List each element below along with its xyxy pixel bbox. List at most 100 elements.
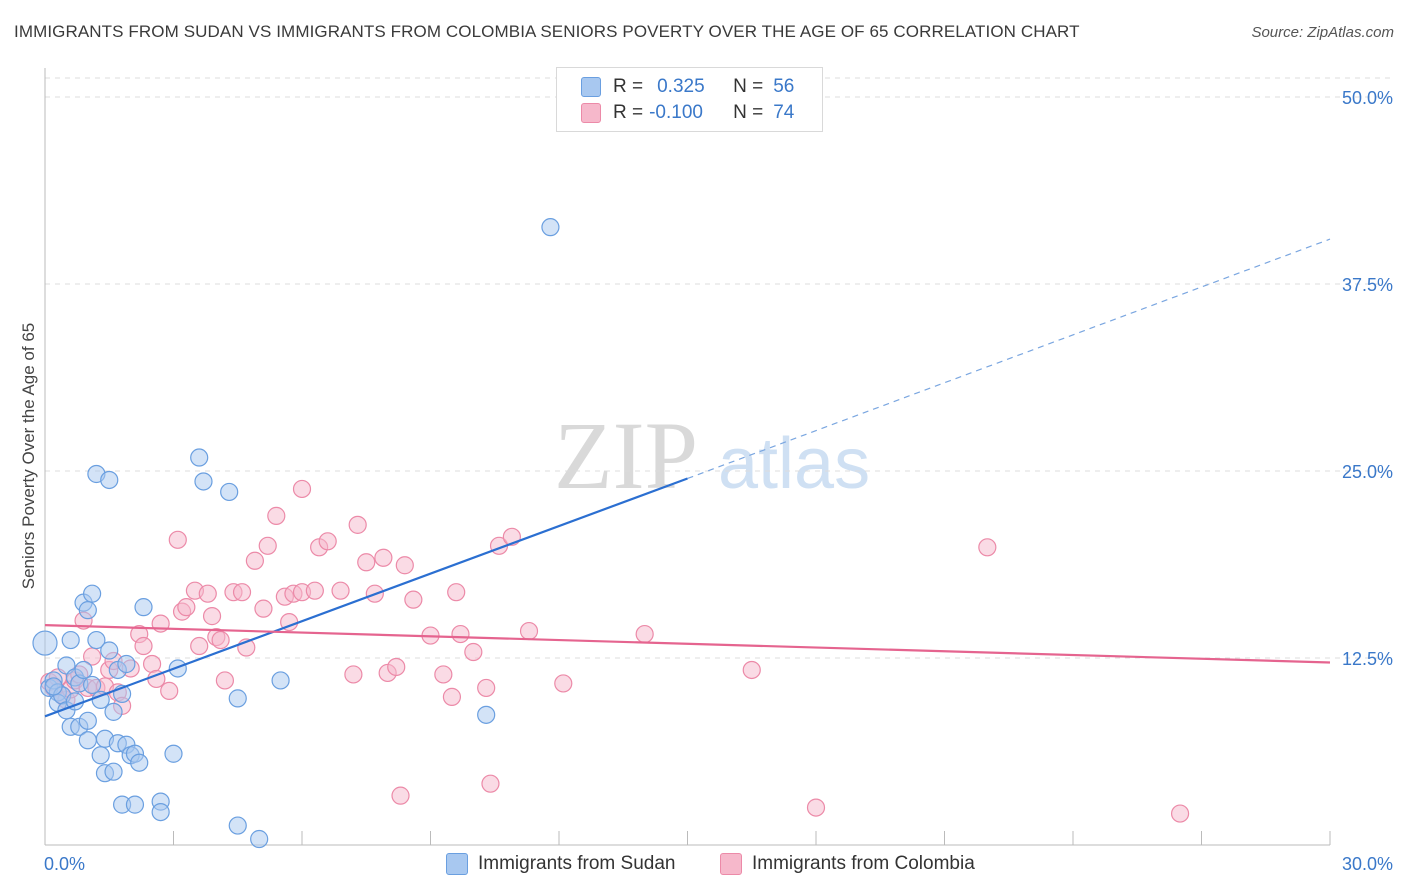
data-point-sudan: [100, 641, 119, 660]
data-point-sudan: [78, 711, 97, 730]
data-point-sudan: [168, 659, 187, 678]
data-point-sudan: [134, 598, 153, 617]
data-point-colombia: [434, 665, 453, 684]
y-axis-label: Seniors Poverty Over the Age of 65: [19, 323, 38, 589]
legend-row-colombia: R = -0.100 N = 74: [581, 101, 794, 125]
data-point-sudan: [125, 795, 145, 814]
data-point-colombia: [198, 584, 217, 603]
data-point-colombia: [806, 798, 826, 817]
data-point-colombia: [464, 642, 483, 662]
correlation-legend: R = 0.325 N = 56 R = -0.100 N = 74: [556, 67, 823, 132]
trend-line-sudan-extension: [687, 238, 1331, 480]
watermark-atlas: atlas: [718, 424, 870, 504]
bottom-legend-sudan[interactable]: Immigrants from Sudan: [446, 852, 675, 876]
data-point-sudan: [250, 829, 269, 849]
data-point-colombia: [344, 665, 363, 684]
data-point-colombia: [519, 621, 539, 641]
data-point-sudan: [164, 744, 183, 763]
data-point-sudan: [271, 671, 290, 690]
trend-line-sudan: [44, 477, 688, 718]
data-point-colombia: [142, 654, 162, 674]
data-point-sudan: [74, 660, 93, 680]
data-point-colombia: [374, 548, 393, 567]
legend-r-label: R =: [613, 76, 644, 97]
data-point-sudan: [541, 218, 560, 237]
data-point-colombia: [387, 657, 406, 677]
data-point-colombia: [477, 678, 496, 698]
data-point-colombia: [357, 553, 376, 572]
watermark-zip: ZIP: [554, 402, 698, 509]
chart-title: IMMIGRANTS FROM SUDAN VS IMMIGRANTS FROM…: [14, 22, 1080, 41]
data-point-sudan: [151, 802, 170, 822]
watermark: ZIP atlas: [554, 402, 870, 509]
bottom-legend-swatch-sudan: [446, 853, 468, 875]
data-point-colombia: [160, 681, 179, 701]
data-point-sudan: [87, 630, 106, 650]
legend-swatch-colombia: [581, 103, 601, 123]
data-point-sudan: [91, 746, 110, 765]
data-point-sudan: [477, 705, 496, 724]
data-point-sudan: [190, 448, 209, 467]
data-point-colombia: [404, 590, 423, 609]
data-point-colombia: [481, 774, 500, 793]
legend-r-value-colombia: -0.100: [649, 102, 703, 123]
data-point-colombia: [742, 660, 761, 680]
trend-line-colombia: [44, 623, 1331, 664]
data-point-sudan: [83, 675, 102, 695]
data-point-sudan: [104, 762, 123, 781]
tick-labels: 12.5% 25.0% 37.5% 50.0% 0.0% 30.0%: [44, 88, 1393, 874]
data-point-colombia: [331, 581, 350, 600]
data-point-colombia: [267, 506, 286, 525]
data-point-colombia: [211, 630, 230, 650]
data-point-colombia: [202, 607, 222, 626]
data-point-sudan: [100, 470, 119, 490]
data-point-sudan: [78, 601, 97, 620]
data-point-sudan: [61, 630, 80, 650]
y-tick-label: 37.5%: [1342, 275, 1393, 295]
data-point-colombia: [391, 786, 410, 805]
data-point-colombia: [190, 636, 209, 656]
data-point-colombia: [254, 599, 273, 618]
data-point-colombia: [451, 624, 470, 644]
data-point-colombia: [168, 530, 187, 549]
data-point-sudan: [104, 702, 123, 721]
data-point-colombia: [348, 515, 367, 534]
y-tick-label: 50.0%: [1342, 88, 1393, 108]
data-point-colombia: [554, 674, 573, 693]
legend-swatch-sudan: [581, 77, 601, 97]
data-point-colombia: [1170, 804, 1190, 823]
data-point-colombia: [215, 671, 234, 690]
data-point-sudan: [228, 689, 247, 708]
data-point-sudan: [194, 472, 213, 491]
trend-lines: [44, 238, 1331, 718]
data-point-sudan: [117, 654, 136, 674]
data-point-sudan: [83, 584, 102, 603]
data-point-colombia: [447, 583, 466, 602]
data-point-colombia: [245, 551, 264, 570]
bottom-legend-colombia[interactable]: Immigrants from Colombia: [720, 852, 975, 876]
bottom-legend-label-colombia: Immigrants from Colombia: [752, 853, 975, 874]
legend-r-value-sudan: 0.325: [657, 76, 705, 97]
legend-row-sudan: R = 0.325 N = 56: [581, 75, 794, 99]
legend-n-label: N =: [733, 102, 764, 123]
y-tick-label: 25.0%: [1342, 462, 1393, 482]
series-colombia-points: [40, 479, 1190, 823]
data-point-sudan: [32, 630, 58, 656]
gridlines: [45, 77, 1394, 659]
data-point-sudan: [220, 482, 239, 502]
x-tick-label: 0.0%: [44, 854, 85, 874]
legend-n-value-colombia: 74: [773, 102, 795, 123]
data-point-colombia: [318, 532, 337, 551]
legend-n-label: N =: [733, 76, 764, 97]
legend-r-label: R =: [613, 102, 644, 123]
data-point-colombia: [305, 581, 324, 600]
data-point-colombia: [134, 636, 153, 656]
data-point-colombia: [635, 624, 654, 644]
data-point-colombia: [442, 687, 462, 706]
data-point-colombia: [292, 479, 312, 499]
data-point-colombia: [395, 556, 414, 575]
data-point-sudan: [44, 677, 63, 696]
legend-n-value-sudan: 56: [773, 76, 795, 97]
x-tick-label: 30.0%: [1342, 854, 1393, 874]
